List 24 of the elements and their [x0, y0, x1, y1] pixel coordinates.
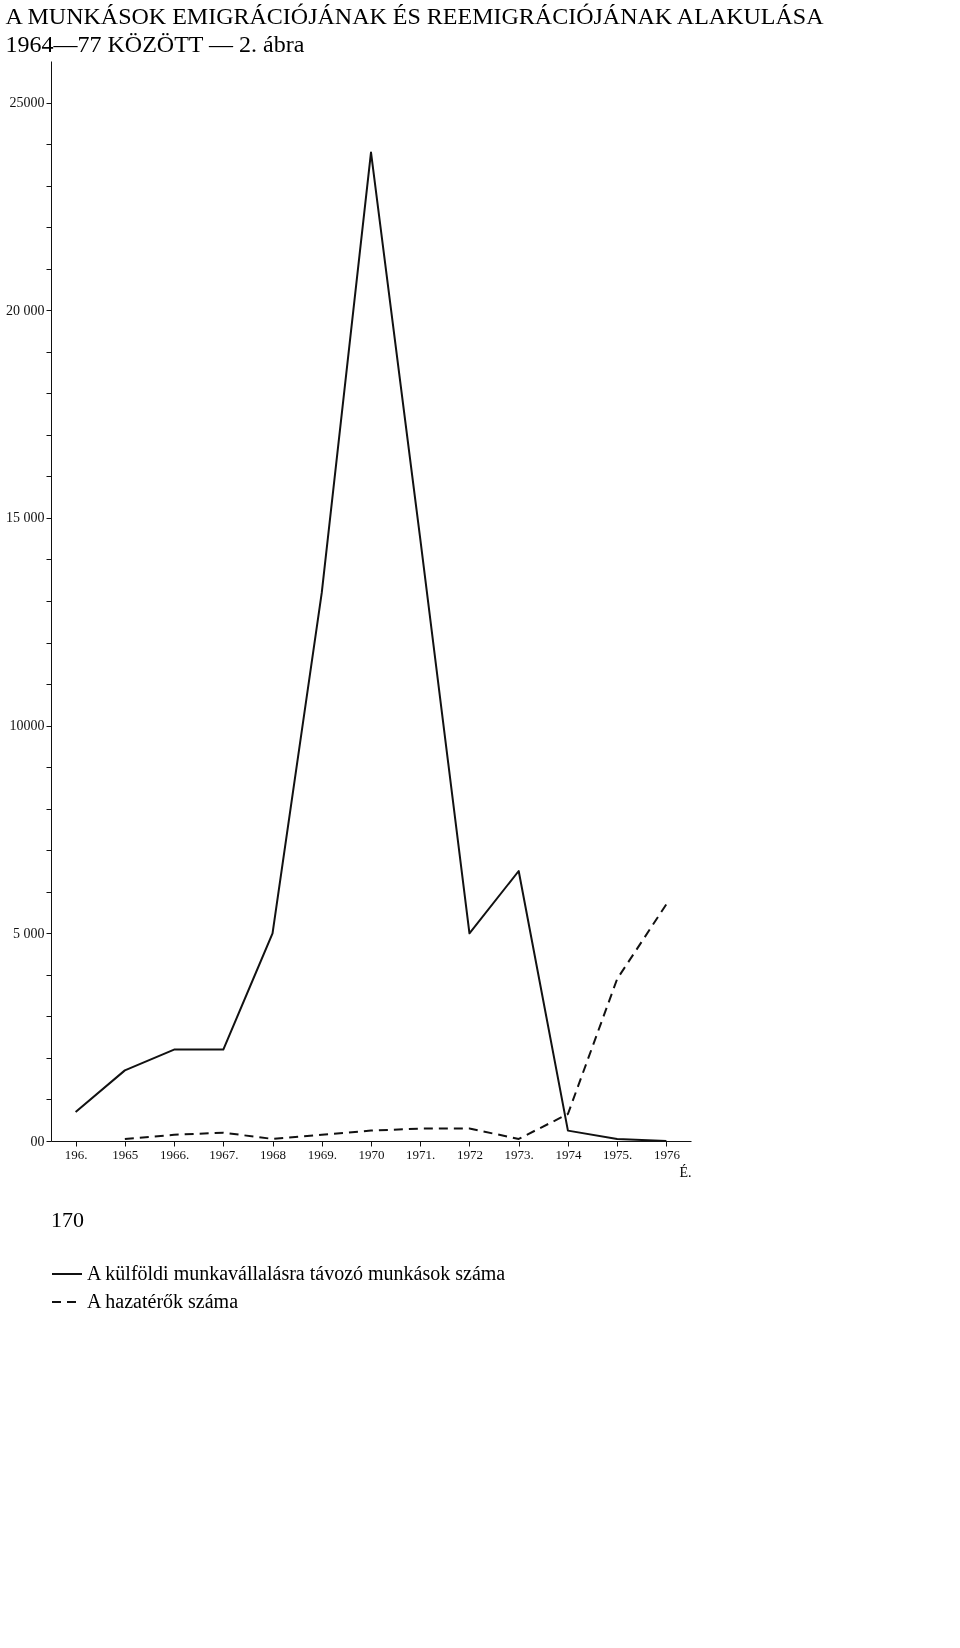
x-tick-label: 1968 — [260, 1146, 287, 1162]
x-tick-label: 1966. — [159, 1146, 190, 1162]
legend-label: A külföldi munkavállalásra távozó munkások száma — [87, 1262, 506, 1284]
x-tick-label: 1967. — [209, 1146, 239, 1162]
y-tick-label: 15 000 — [6, 510, 45, 526]
y-tick-label: 5 000 — [13, 925, 45, 941]
x-tick-label: 196. — [64, 1146, 88, 1162]
y-tick-label: 20 000 — [6, 302, 45, 318]
x-tick-label: 1975. — [603, 1146, 633, 1162]
x-tick-label: 1972 — [456, 1146, 483, 1162]
x-axis-title: É. — [679, 1163, 692, 1180]
x-tick-label: 1969. — [307, 1146, 337, 1162]
legend-label: A hazatérők száma — [87, 1290, 239, 1312]
y-tick-label: 25000 — [9, 95, 45, 111]
x-tick-label: 1970 — [358, 1146, 385, 1162]
chart-title: A MUNKÁSOK EMIGRÁCIÓJÁNAK ÉS REEMIGRÁCIÓJÁNAK ALAKULÁSA 1964—77 KÖZÖTT — 2. ábra — [5, 3, 825, 57]
text: 170 — [51, 1207, 84, 1232]
x-tick-label: 1965 — [112, 1146, 139, 1162]
x-tick-label: 1971. — [406, 1146, 436, 1162]
y-tick-label: 10000 — [9, 718, 45, 734]
x-tick-label: 1974 — [555, 1146, 582, 1162]
x-tick-label: 1973. — [504, 1146, 534, 1162]
x-tick-label: 1976 — [653, 1146, 681, 1162]
y-tick-label: 00 — [30, 1133, 45, 1149]
